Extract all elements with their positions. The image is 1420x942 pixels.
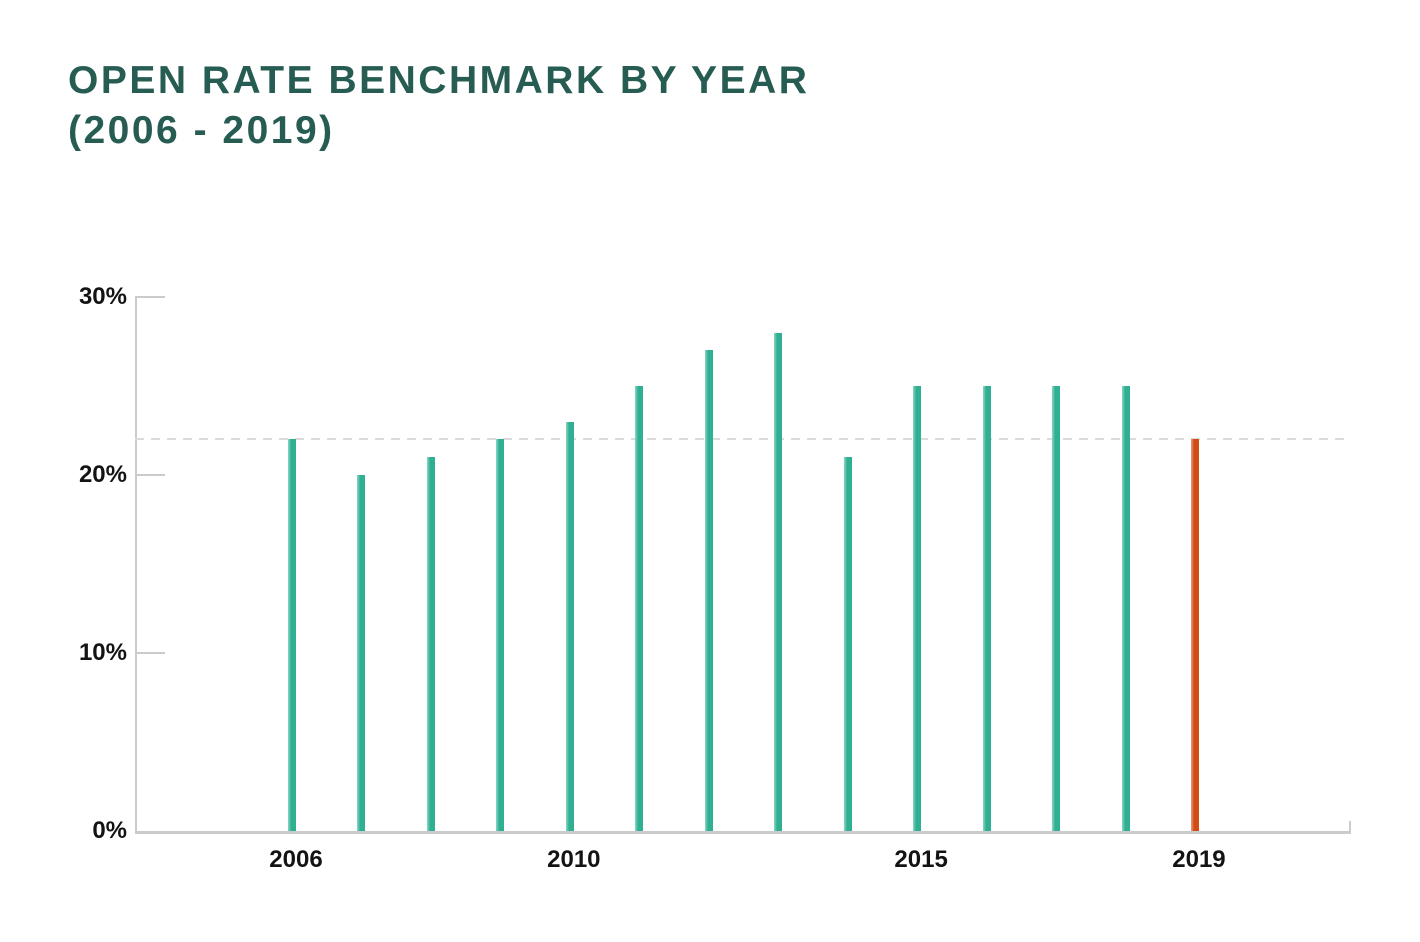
x-axis <box>135 831 1351 834</box>
bar-2013 <box>774 332 783 831</box>
bar-2019 <box>1190 439 1199 831</box>
x-axis-endcap <box>1349 821 1351 831</box>
reference-line <box>135 438 1351 441</box>
bar-2011 <box>635 386 644 831</box>
y-tick-label-30: 30% <box>78 283 127 310</box>
y-tick-label-0: 0% <box>92 817 127 844</box>
bar-2010 <box>565 421 574 831</box>
y-tick-10 <box>135 652 165 654</box>
x-tick-label-2019: 2019 <box>1172 846 1226 873</box>
y-tick-label-10: 10% <box>78 639 127 666</box>
x-tick-label-2015: 2015 <box>894 846 948 873</box>
bar-2015 <box>913 386 922 831</box>
bar-2018 <box>1121 386 1130 831</box>
y-tick-20 <box>135 474 165 476</box>
bar-2007 <box>357 475 366 831</box>
bar-2012 <box>704 350 713 831</box>
bar-2017 <box>1052 386 1061 831</box>
bar-2014 <box>843 457 852 831</box>
y-tick-label-20: 20% <box>78 461 127 488</box>
x-tick-label-2006: 2006 <box>269 846 323 873</box>
bar-2009 <box>496 439 505 831</box>
x-tick-label-2010: 2010 <box>547 846 601 873</box>
y-axis <box>135 297 137 831</box>
chart-title: OPEN RATE BENCHMARK BY YEAR (2006 - 2019… <box>68 56 809 156</box>
bar-2006 <box>288 439 296 831</box>
chart-title-line2: (2006 - 2019) <box>68 109 335 152</box>
bar-2016 <box>982 386 991 831</box>
y-tick-30 <box>135 296 165 298</box>
chart-title-line1: OPEN RATE BENCHMARK BY YEAR <box>68 59 810 102</box>
bar-2008 <box>426 457 435 831</box>
